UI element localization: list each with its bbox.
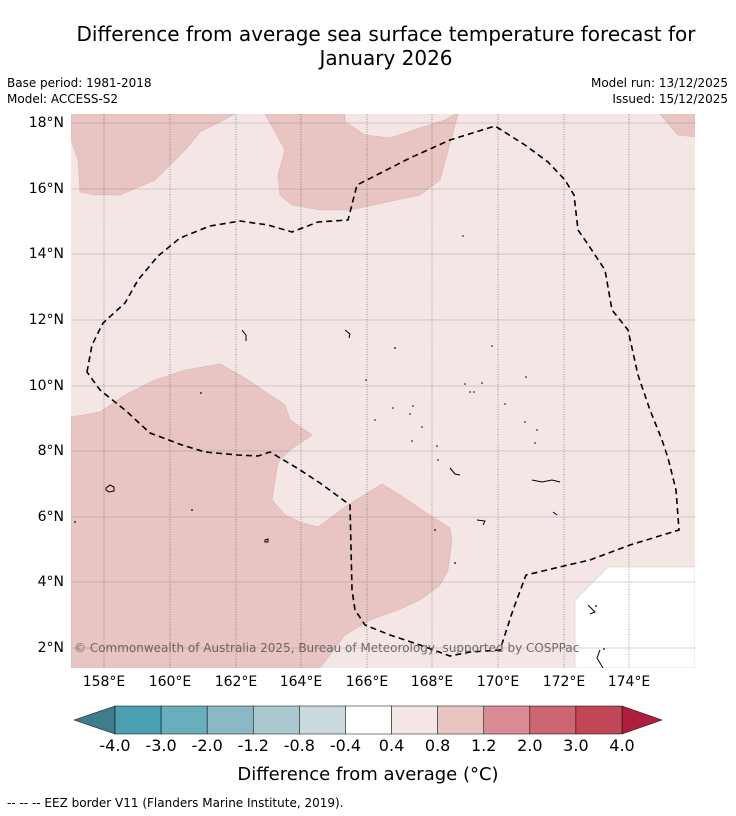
- colorbar-tick-label: 0.8: [424, 736, 451, 755]
- map-area: [71, 114, 695, 668]
- run-info: Model run: 13/12/2025 Issued: 15/12/2025: [591, 75, 728, 107]
- lon-label-160e: 160°E: [148, 674, 192, 690]
- eez-legend-footnote: -- -- -- EEZ border V11 (Flanders Marine…: [7, 796, 344, 810]
- lat-label-18n: 18°N: [28, 115, 64, 131]
- colorbar-segment: [299, 705, 346, 735]
- colorbar-tick-label: -0.4: [329, 736, 362, 755]
- island-dot-2: [344, 329, 351, 339]
- colorbar-title: Difference from average (°C): [237, 764, 499, 785]
- eez-border: [86, 125, 680, 657]
- island-chain-4: [552, 511, 558, 516]
- colorbar-tick-label: -3.0: [145, 736, 177, 755]
- lon-label-172e: 172°E: [542, 674, 586, 690]
- cool-patch-southeast: [574, 566, 695, 668]
- lon-label-158e: 158°E: [82, 674, 126, 690]
- colorbar-segment: [483, 705, 531, 735]
- title-line-1: Difference from average sea surface temp…: [76, 22, 696, 46]
- colorbar-under-arrow: [73, 705, 116, 735]
- island-chain-1: [449, 467, 461, 476]
- island-large: [105, 484, 115, 493]
- colorbar-tick-label: -2.0: [191, 736, 223, 755]
- lon-label-174e: 174°E: [607, 674, 651, 690]
- island-small-1: [264, 538, 269, 543]
- island-chain-3: [531, 479, 561, 483]
- issued-date: Issued: 15/12/2025: [612, 92, 728, 106]
- island-chain-5: [587, 604, 596, 615]
- warm-patch-northeast: [659, 114, 695, 138]
- model-run: Model run: 13/12/2025: [590, 76, 728, 90]
- colorbar-segment: [253, 705, 300, 735]
- colorbar-segment: [206, 705, 254, 735]
- island-chain-2: [476, 519, 486, 526]
- islands: [105, 329, 604, 668]
- colorbar-segment: [437, 705, 484, 735]
- lat-label-10n: 10°N: [28, 378, 64, 394]
- warm-patch-north: [264, 114, 459, 211]
- base-period: Base period: 1981-2018: [7, 76, 152, 90]
- colorbar-segment: [529, 705, 577, 735]
- colorbar-tick-label: 2.0: [517, 736, 543, 755]
- lat-label-16n: 16°N: [28, 181, 64, 197]
- colorbar-tick-label: -4.0: [99, 736, 131, 755]
- map-title: Difference from average sea surface temp…: [40, 22, 732, 70]
- lon-label-166e: 166°E: [345, 674, 389, 690]
- base-info: Base period: 1981-2018 Model: ACCESS-S2: [7, 75, 152, 107]
- lon-label-162e: 162°E: [214, 674, 258, 690]
- warm-patch-southwest: [71, 363, 453, 668]
- island-chain-6: [596, 649, 604, 668]
- colorbar-tick-label: 3.0: [563, 736, 589, 755]
- colorbar-segment: [345, 705, 392, 735]
- lon-label-170e: 170°E: [476, 674, 520, 690]
- lat-label-8n: 8°N: [37, 443, 64, 459]
- copyright-notice: © Commonwealth of Australia 2025, Bureau…: [74, 641, 580, 655]
- colorbar-tick-label: 4.0: [609, 736, 635, 755]
- island-dot-1: [241, 329, 247, 341]
- colorbar: [73, 705, 663, 735]
- lat-label-12n: 12°N: [28, 312, 64, 328]
- lat-label-4n: 4°N: [37, 574, 64, 590]
- colorbar-segment: [160, 705, 208, 735]
- warm-patch-northwest: [71, 114, 236, 196]
- colorbar-tick-label: -0.8: [283, 736, 315, 755]
- colorbar-tick-label: -1.2: [237, 736, 269, 755]
- island-dots: [74, 235, 605, 650]
- lat-label-6n: 6°N: [37, 509, 64, 525]
- lat-label-14n: 14°N: [28, 246, 64, 262]
- title-line-2: January 2026: [319, 46, 453, 70]
- grid-lines-horizontal: [71, 122, 695, 649]
- colorbar-segment: [575, 705, 623, 735]
- lon-label-164e: 164°E: [279, 674, 323, 690]
- colorbar-tick-label: 0.4: [378, 736, 405, 755]
- colorbar-segment: [391, 705, 438, 735]
- colorbar-tick-label: 1.2: [470, 736, 497, 755]
- colorbar-segment: [114, 705, 162, 735]
- lat-label-2n: 2°N: [37, 640, 64, 656]
- model-name: Model: ACCESS-S2: [7, 92, 119, 106]
- colorbar-over-arrow: [621, 705, 663, 735]
- lon-label-168e: 168°E: [410, 674, 454, 690]
